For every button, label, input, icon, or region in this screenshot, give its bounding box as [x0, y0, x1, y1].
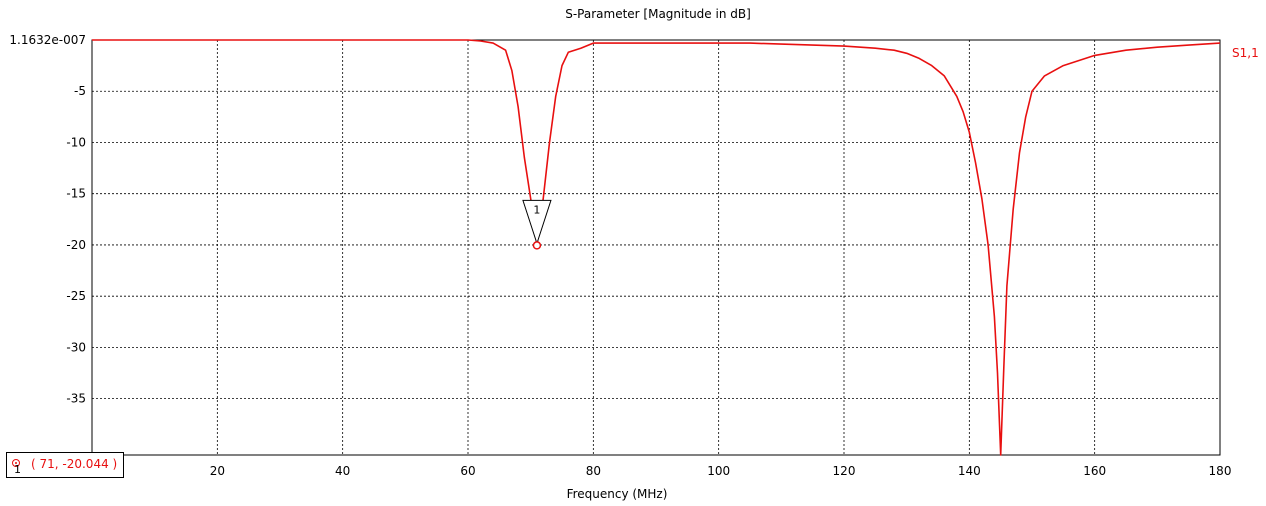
y-tick-label: -20 — [66, 238, 86, 252]
y-tick-label: 1.1632e-007 — [9, 33, 86, 47]
marker-circle-icon — [12, 459, 20, 467]
x-axis-ticks: 20 40 60 80 100 120 140 160 180 — [210, 464, 1232, 478]
x-tick-label: 100 — [707, 464, 730, 478]
marker-triangle — [522, 199, 552, 246]
marker-point — [532, 241, 542, 250]
series-legend-label: S1,1 — [1232, 46, 1259, 60]
y-tick-label: -15 — [66, 187, 86, 201]
x-tick-label: 120 — [833, 464, 856, 478]
y-tick-label: -10 — [66, 135, 86, 149]
x-axis-label: Frequency (MHz) — [567, 487, 668, 501]
x-tick-label: 80 — [586, 464, 601, 478]
marker-readout-value: ( 71, -20.044 ) — [31, 457, 118, 471]
y-tick-label: -30 — [66, 340, 86, 354]
grid-lines — [92, 40, 1220, 455]
marker-1[interactable]: 1 — [522, 199, 552, 250]
plot-area — [91, 39, 1221, 456]
x-tick-label: 160 — [1083, 464, 1106, 478]
chart-title: S-Parameter [Magnitude in dB] — [565, 7, 751, 21]
x-tick-label: 180 — [1209, 464, 1232, 478]
marker-readout-index: 1 — [14, 463, 21, 476]
x-tick-label: 20 — [210, 464, 225, 478]
marker-readout-box[interactable]: 1 ( 71, -20.044 ) — [6, 452, 124, 478]
x-tick-label: 60 — [460, 464, 475, 478]
y-axis-ticks: 1.1632e-007 -5 -10 -15 -20 -25 -30 -35 — [9, 33, 86, 406]
y-tick-label: -5 — [74, 84, 86, 98]
x-tick-label: 140 — [958, 464, 981, 478]
y-tick-label: -25 — [66, 289, 86, 303]
marker-label: 1 — [533, 203, 540, 216]
y-tick-label: -35 — [66, 392, 86, 406]
x-tick-label: 40 — [335, 464, 350, 478]
series-line-s11 — [92, 39, 1221, 456]
series-group: S1,1 — [92, 39, 1259, 456]
